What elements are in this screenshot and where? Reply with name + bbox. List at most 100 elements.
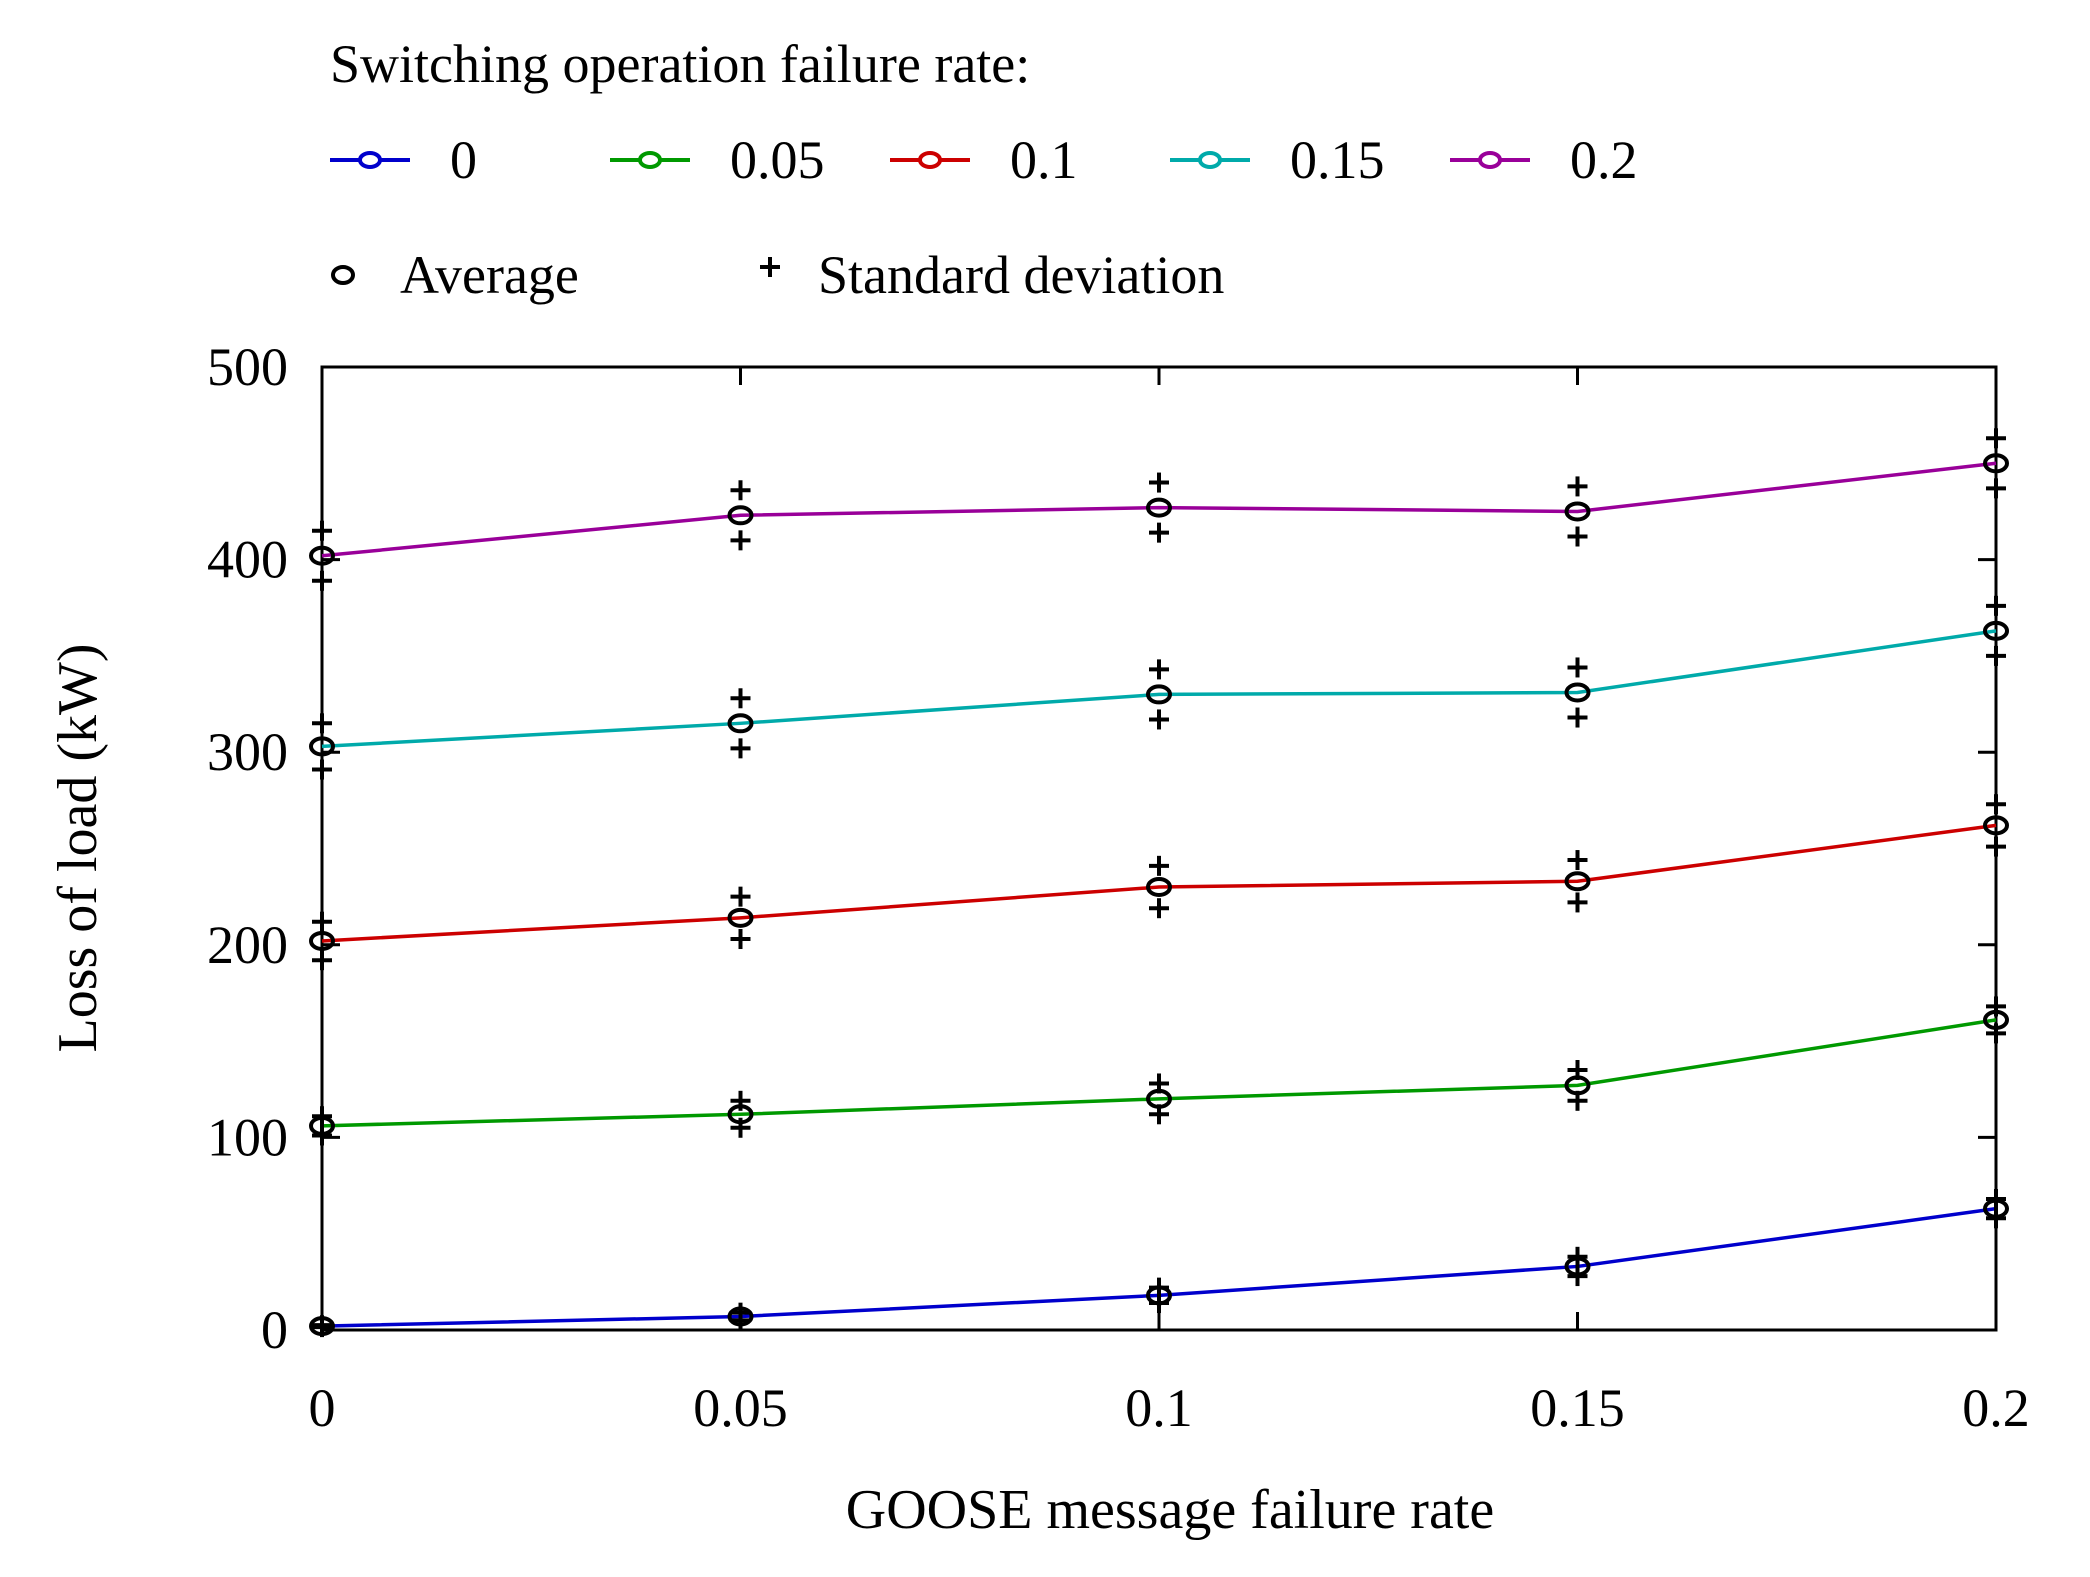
- average-marker: [309, 930, 335, 951]
- series-0.15: [309, 595, 2009, 780]
- legend-marker: [358, 151, 382, 169]
- std-lower-marker: [1149, 522, 1169, 543]
- std-upper-marker: [730, 480, 751, 501]
- legend-entry-0: 0: [330, 130, 477, 190]
- average-marker: [727, 907, 754, 928]
- series-layer: [309, 428, 2009, 1338]
- std-lower-marker: [1986, 478, 2006, 499]
- average-marker: [727, 1306, 754, 1327]
- std-lower-marker: [1149, 898, 1169, 919]
- average-marker: [1983, 453, 2009, 474]
- average-marker: [309, 1316, 335, 1337]
- legend-average-label: Average: [400, 245, 579, 305]
- legend: Switching operation failure rate: 0 0.05 0…: [330, 34, 1638, 305]
- average-marker: [309, 1115, 335, 1136]
- average-marker: [1983, 1198, 2009, 1219]
- y-tick-label: 200: [207, 915, 288, 975]
- legend-label: 0.1: [1010, 130, 1078, 190]
- x-tick-label: 0.05: [693, 1378, 788, 1438]
- std-upper-marker: [1986, 794, 2006, 815]
- legend-marker: [1478, 151, 1502, 169]
- std-upper-marker: [1149, 855, 1169, 876]
- series-0.1: [309, 794, 2009, 971]
- average-marker: [1983, 815, 2009, 836]
- legend-title: Switching operation failure rate:: [330, 34, 1030, 94]
- x-tick-label: 0.1: [1125, 1378, 1193, 1438]
- std-lower-marker: [1567, 892, 1588, 913]
- average-marker: [1146, 1088, 1172, 1109]
- std-lower-marker: [1986, 836, 2006, 857]
- legend-entry-0.15: 0.15: [1170, 130, 1385, 190]
- legend-marker: [638, 151, 662, 169]
- std-lower-marker: [730, 929, 751, 950]
- legend-label: 0.15: [1290, 130, 1385, 190]
- std-upper-marker: [1567, 850, 1588, 871]
- std-upper-marker: [730, 688, 751, 709]
- legend-entry-0.05: 0.05: [610, 130, 825, 190]
- std-upper-marker: [312, 911, 332, 932]
- std-upper-marker: [1567, 657, 1588, 678]
- legend-std-label: Standard deviation: [818, 245, 1224, 305]
- average-marker: [309, 545, 335, 566]
- legend-label: 0.05: [730, 130, 825, 190]
- std-lower-marker: [1567, 526, 1588, 547]
- std-upper-marker: [1986, 428, 2006, 449]
- legend-marker: [1198, 151, 1222, 169]
- legend-series: 0 0.05 0.1 0.15 0.2: [330, 130, 1638, 190]
- std-lower-marker: [1149, 709, 1169, 730]
- average-marker: [727, 505, 754, 526]
- average-marker: [1983, 620, 2009, 641]
- std-upper-marker: [1149, 472, 1169, 493]
- std-lower-marker: [1567, 707, 1588, 728]
- std-lower-marker: [730, 1310, 751, 1331]
- x-tick-label: 0.2: [1962, 1378, 2030, 1438]
- average-marker: [1564, 682, 1591, 703]
- std-marker-icon: [760, 257, 780, 277]
- std-lower-marker: [730, 530, 751, 551]
- y-tick-label: 300: [207, 722, 288, 782]
- x-tick-label: 0: [309, 1378, 336, 1438]
- std-lower-marker: [312, 759, 332, 780]
- average-marker: [1146, 497, 1172, 518]
- average-marker: [1564, 1075, 1591, 1096]
- average-marker-icon: [331, 265, 355, 285]
- x-axis-label: GOOSE message failure rate: [846, 1479, 1494, 1541]
- legend-label: 0.2: [1570, 130, 1638, 190]
- legend-entry-0.1: 0.1: [890, 130, 1078, 190]
- legend-entry-0.2: 0.2: [1450, 130, 1638, 190]
- average-marker: [309, 736, 335, 757]
- average-marker: [1564, 501, 1591, 522]
- series-0.2: [309, 428, 2009, 591]
- average-marker: [1146, 684, 1172, 705]
- series-0: [309, 1189, 2009, 1338]
- y-tick-label: 0: [261, 1300, 288, 1360]
- average-marker: [727, 713, 754, 734]
- average-marker: [727, 1104, 754, 1125]
- y-tick-label: 100: [207, 1107, 288, 1167]
- series-line: [321, 1018, 1997, 1128]
- std-upper-marker: [1149, 659, 1169, 680]
- y-tick-label: 400: [207, 530, 288, 590]
- axis-ticks: [320, 365, 1998, 1332]
- y-tick-label: 500: [207, 337, 288, 397]
- std-upper-marker: [1567, 476, 1588, 497]
- average-marker: [1983, 1009, 2009, 1030]
- series-0.05: [309, 996, 2009, 1146]
- marker-legend: Average Standard deviation: [331, 245, 1224, 305]
- std-lower-marker: [730, 738, 751, 759]
- legend-marker: [918, 151, 942, 169]
- std-upper-marker: [730, 886, 751, 907]
- y-axis-label: Loss of load (kW): [47, 643, 109, 1052]
- legend-label: 0: [450, 130, 477, 190]
- axis-tick-labels: 0 0.05 0.1 0.15 0.2 0 100 200 300 400 500: [207, 337, 2030, 1438]
- series-line: [321, 629, 1997, 749]
- average-marker: [1564, 1256, 1591, 1277]
- std-upper-marker: [312, 713, 332, 734]
- plot-area-frame: [320, 365, 1998, 1332]
- average-marker: [1564, 871, 1591, 892]
- std-upper-marker: [1986, 595, 2006, 616]
- std-lower-marker: [312, 950, 332, 971]
- std-lower-marker: [1986, 645, 2006, 666]
- std-lower-marker: [312, 570, 332, 591]
